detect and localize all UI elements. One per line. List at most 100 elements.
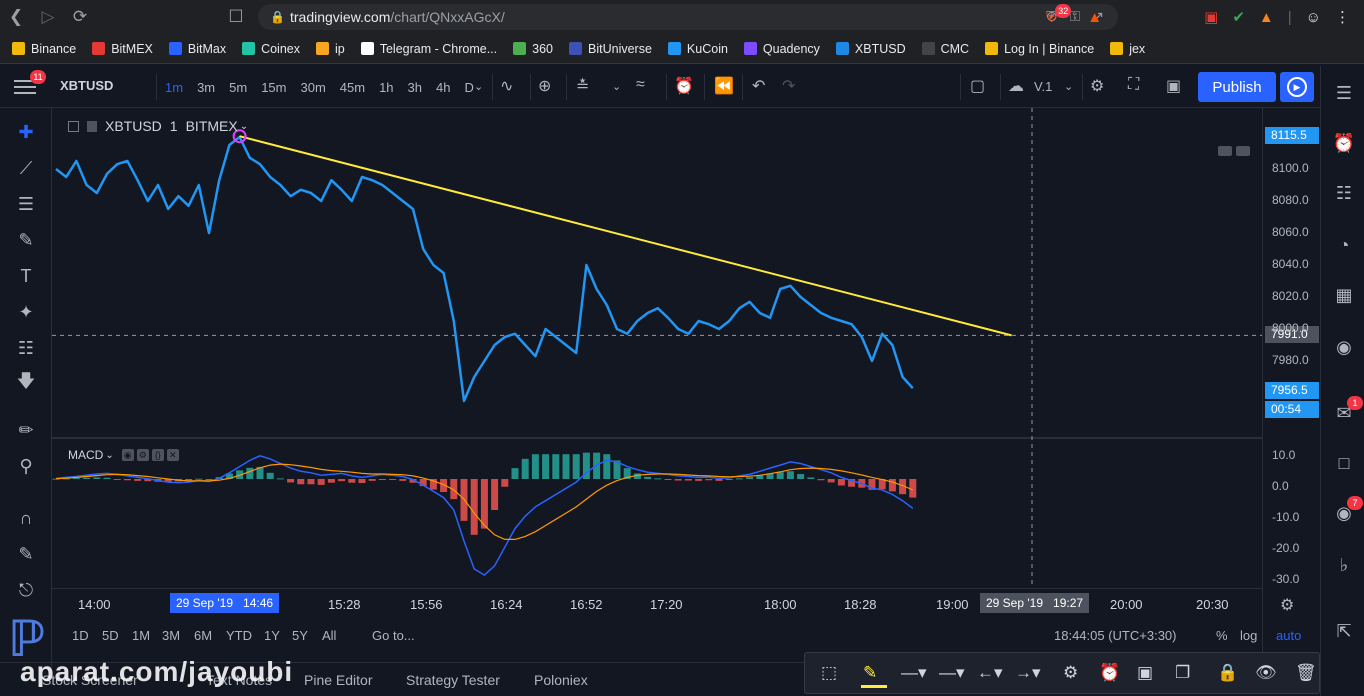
timezone-clock[interactable]: 18:44:05 (UTC+3:30)	[1054, 628, 1177, 643]
prediction-tool-icon[interactable]: ☷	[17, 337, 35, 358]
magnet-icon[interactable]: ∩	[19, 507, 33, 528]
lock-drawings-icon[interactable]: ⎋	[18, 579, 34, 600]
interval-option[interactable]: D	[464, 79, 474, 95]
publish-button[interactable]: Publish	[1198, 72, 1276, 102]
select-area-icon[interactable]: ⬚	[821, 663, 838, 682]
bookmark-item[interactable]: Telegram - Chrome...	[360, 42, 497, 56]
macd-dropdown-icon[interactable]: ⌄	[105, 449, 114, 461]
interval-option[interactable]: 1h	[379, 79, 394, 95]
scroll-down-icon[interactable]	[1236, 146, 1250, 156]
interval-option[interactable]: 3h	[407, 79, 423, 95]
symbol-search[interactable]: XBTUSD	[60, 78, 114, 93]
interval-dropdown-icon[interactable]: ⌄	[474, 81, 484, 93]
right-end-icon[interactable]: →▾	[1015, 663, 1041, 682]
percent-toggle[interactable]: %	[1216, 628, 1228, 643]
main-menu-icon[interactable]	[14, 76, 36, 96]
range-option[interactable]: All	[322, 628, 337, 643]
cloud-icon[interactable]: ☁	[1008, 78, 1024, 95]
snapshot-camera-icon[interactable]: ▣	[1166, 78, 1182, 95]
open-external-icon[interactable]: ↗	[1092, 8, 1104, 24]
bookmark-item[interactable]: BitMEX	[92, 42, 153, 56]
alerts-clock-icon[interactable]: ⏰	[1332, 132, 1356, 153]
chart-style-icon[interactable]: ∿	[500, 78, 514, 95]
interval-option[interactable]: 45m	[339, 79, 366, 95]
calendar-icon[interactable]: ▦	[1335, 284, 1353, 305]
bookmark-item[interactable]: jex	[1110, 42, 1145, 56]
compare-dropdown-icon[interactable]: ⌄	[612, 81, 622, 93]
price-axis[interactable]: 8115.5 7991.0 7956.5 00:54 8100.0 8080.0 8…	[1262, 108, 1320, 653]
compare-icon[interactable]: ≛	[576, 78, 590, 95]
interval-option[interactable]: 1m	[165, 79, 184, 95]
layout-dropdown-icon[interactable]: ⌄	[1064, 81, 1074, 93]
trendline-tool-icon[interactable]: ⟋	[19, 157, 33, 178]
line-style-icon[interactable]: —▾	[939, 663, 965, 682]
bottom-tab[interactable]: Strategy Tester	[406, 672, 500, 688]
fullscreen-icon[interactable]: ⛶	[1128, 76, 1140, 93]
address-bar[interactable]: 🔒 tradingview.com/chart/QNxxAGcX/ ⊘ ⚿ ↗	[258, 4, 1118, 30]
pdf-extension-icon[interactable]: ▣	[1204, 9, 1219, 26]
delete-drawing-icon[interactable]: 🗑	[1295, 663, 1317, 682]
blocked-icon[interactable]: ⊘	[1045, 8, 1058, 24]
bookmark-item[interactable]: CMC	[921, 42, 969, 56]
templates-icon[interactable]: ≈	[636, 76, 645, 93]
stream-play-button[interactable]: ▶	[1280, 72, 1314, 102]
hide-drawing-icon[interactable]: 👁	[1255, 663, 1277, 682]
bookmark-item[interactable]: BitMax	[168, 42, 226, 56]
indicators-icon[interactable]: ⊕	[538, 78, 552, 95]
time-axis[interactable]: 20:30 20:00 19:00 18:28 18:00 17:20 16:52 16:24…	[52, 588, 1294, 618]
redo-icon[interactable]: ↷	[782, 78, 796, 95]
macd-close-icon[interactable]: ✕	[166, 449, 179, 461]
bottom-tab[interactable]: Stock Screener	[42, 672, 138, 688]
arrow-down-icon[interactable]: 🡇	[16, 371, 36, 391]
notifications-bell-icon[interactable]: ♭	[1339, 554, 1349, 575]
bookmark-item[interactable]: Quadency	[743, 42, 820, 56]
bottom-tab[interactable]: Poloniex	[534, 672, 588, 688]
interval-option[interactable]: 15m	[261, 79, 287, 95]
log-toggle[interactable]: log	[1240, 628, 1258, 643]
range-option[interactable]: 5Y	[292, 628, 308, 643]
range-option[interactable]: YTD	[226, 628, 252, 643]
range-option[interactable]: 6M	[194, 628, 213, 643]
crosshair-tool-icon[interactable]: ✚	[18, 121, 34, 142]
bookmark-item[interactable]: 360	[513, 42, 553, 56]
bookmark-item[interactable]: ip	[316, 42, 345, 56]
legend-exchange[interactable]: BITMEX	[185, 118, 238, 134]
add-alert-icon[interactable]: ⏰	[1099, 663, 1121, 682]
bookmark-item[interactable]: Binance	[12, 42, 76, 56]
macd-visibility-icon[interactable]: ◉	[121, 449, 134, 461]
data-window-icon[interactable]: ☷	[1335, 182, 1353, 203]
collapse-panel-icon[interactable]: ⇱	[1336, 620, 1352, 641]
profile-icon[interactable]: ☺	[1305, 8, 1321, 26]
ruler-icon[interactable]: ✏	[18, 419, 34, 440]
range-option[interactable]: 1M	[132, 628, 151, 643]
key-icon[interactable]: ⚿	[1069, 8, 1081, 24]
scroll-up-icon[interactable]	[1218, 146, 1232, 156]
collapse-legend-icon[interactable]	[68, 120, 79, 132]
legend-dropdown-icon[interactable]: ⌄	[239, 120, 249, 132]
bookmark-item[interactable]: KuCoin	[667, 42, 728, 56]
watchlist-icon[interactable]: ☰	[1335, 82, 1353, 103]
bottom-tab[interactable]: Pine Editor	[304, 672, 373, 688]
bookmark-item[interactable]: BitUniverse	[569, 42, 652, 56]
line-color-icon[interactable]: ✎	[863, 663, 878, 682]
reload-icon[interactable]: ⟳	[72, 7, 88, 26]
hotlist-icon[interactable]: ◔	[1338, 234, 1350, 255]
drawing-settings-icon[interactable]: ⚙	[1063, 663, 1079, 682]
interval-option[interactable]: 5m	[229, 79, 248, 95]
undo-icon[interactable]: ↶	[752, 78, 766, 95]
metamask-icon[interactable]: ▲	[1258, 8, 1274, 26]
goto-button[interactable]: Go to...	[372, 628, 415, 643]
brave-rewards-icon[interactable]: ▲	[1087, 8, 1103, 26]
forward-icon[interactable]: ▷	[41, 7, 55, 26]
line-width-icon[interactable]: —▾	[901, 663, 927, 682]
pattern-tool-icon[interactable]: ✦	[18, 301, 34, 322]
auto-toggle[interactable]: auto	[1276, 628, 1302, 643]
range-option[interactable]: 3M	[162, 628, 181, 643]
ideas-lightbulb-icon[interactable]: ◉	[1336, 336, 1352, 357]
range-option[interactable]: 1Y	[264, 628, 280, 643]
fib-tool-icon[interactable]: ☰	[17, 193, 35, 214]
interval-option[interactable]: 3m	[197, 79, 216, 95]
stay-in-drawing-icon[interactable]: ✎	[18, 543, 34, 564]
visibility-icon[interactable]: ▣	[1137, 663, 1154, 682]
alert-icon[interactable]: ⏰	[674, 78, 694, 95]
